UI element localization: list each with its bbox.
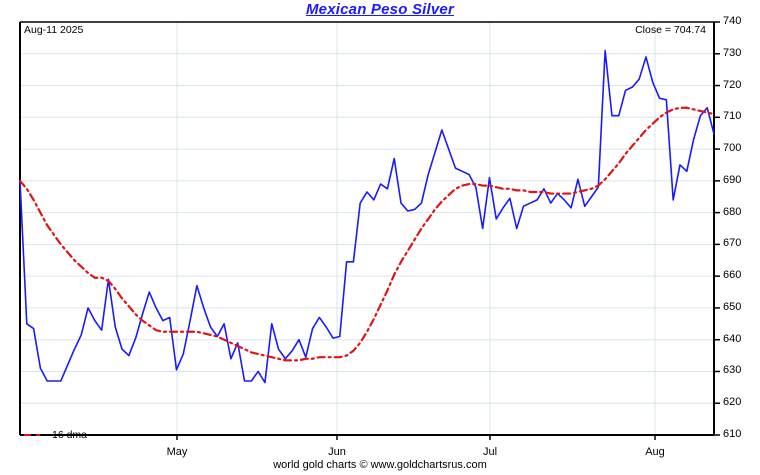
date-annotation: Aug-11 2025: [24, 24, 84, 36]
x-axis-tick-may: May: [166, 446, 188, 458]
y-axis-tick-710: 710: [723, 110, 742, 123]
y-axis-tick-730: 730: [723, 46, 742, 59]
y-axis-tick-610: 610: [723, 428, 742, 440]
legend-item-16-dma: 16 dma: [52, 429, 88, 441]
y-axis-tick-700: 700: [723, 142, 742, 155]
x-axis-tick-jul: Jul: [482, 446, 498, 458]
y-axis-tick-630: 630: [723, 364, 742, 377]
y-axis-tick-720: 720: [723, 78, 742, 91]
y-axis-tick-670: 670: [723, 237, 742, 250]
footer-credit: world gold charts © www.goldchartsrus.co…: [273, 459, 487, 471]
chart-title: Mexican Peso Silver: [305, 1, 455, 18]
y-axis-tick-740: 740: [723, 15, 742, 27]
y-axis-tick-680: 680: [723, 205, 742, 218]
y-axis-tick-640: 640: [723, 332, 742, 345]
x-axis-tick-aug: Aug: [645, 446, 665, 458]
x-axis-tick-jun: Jun: [328, 446, 346, 458]
dma-line-swatch: [24, 434, 46, 436]
legend: 16 dma: [24, 429, 87, 441]
y-axis-tick-690: 690: [723, 173, 742, 186]
y-axis-tick-650: 650: [723, 300, 742, 313]
y-axis-tick-620: 620: [723, 396, 742, 409]
y-axis-tick-660: 660: [723, 269, 742, 282]
close-annotation: Close = 704.74: [635, 24, 706, 36]
